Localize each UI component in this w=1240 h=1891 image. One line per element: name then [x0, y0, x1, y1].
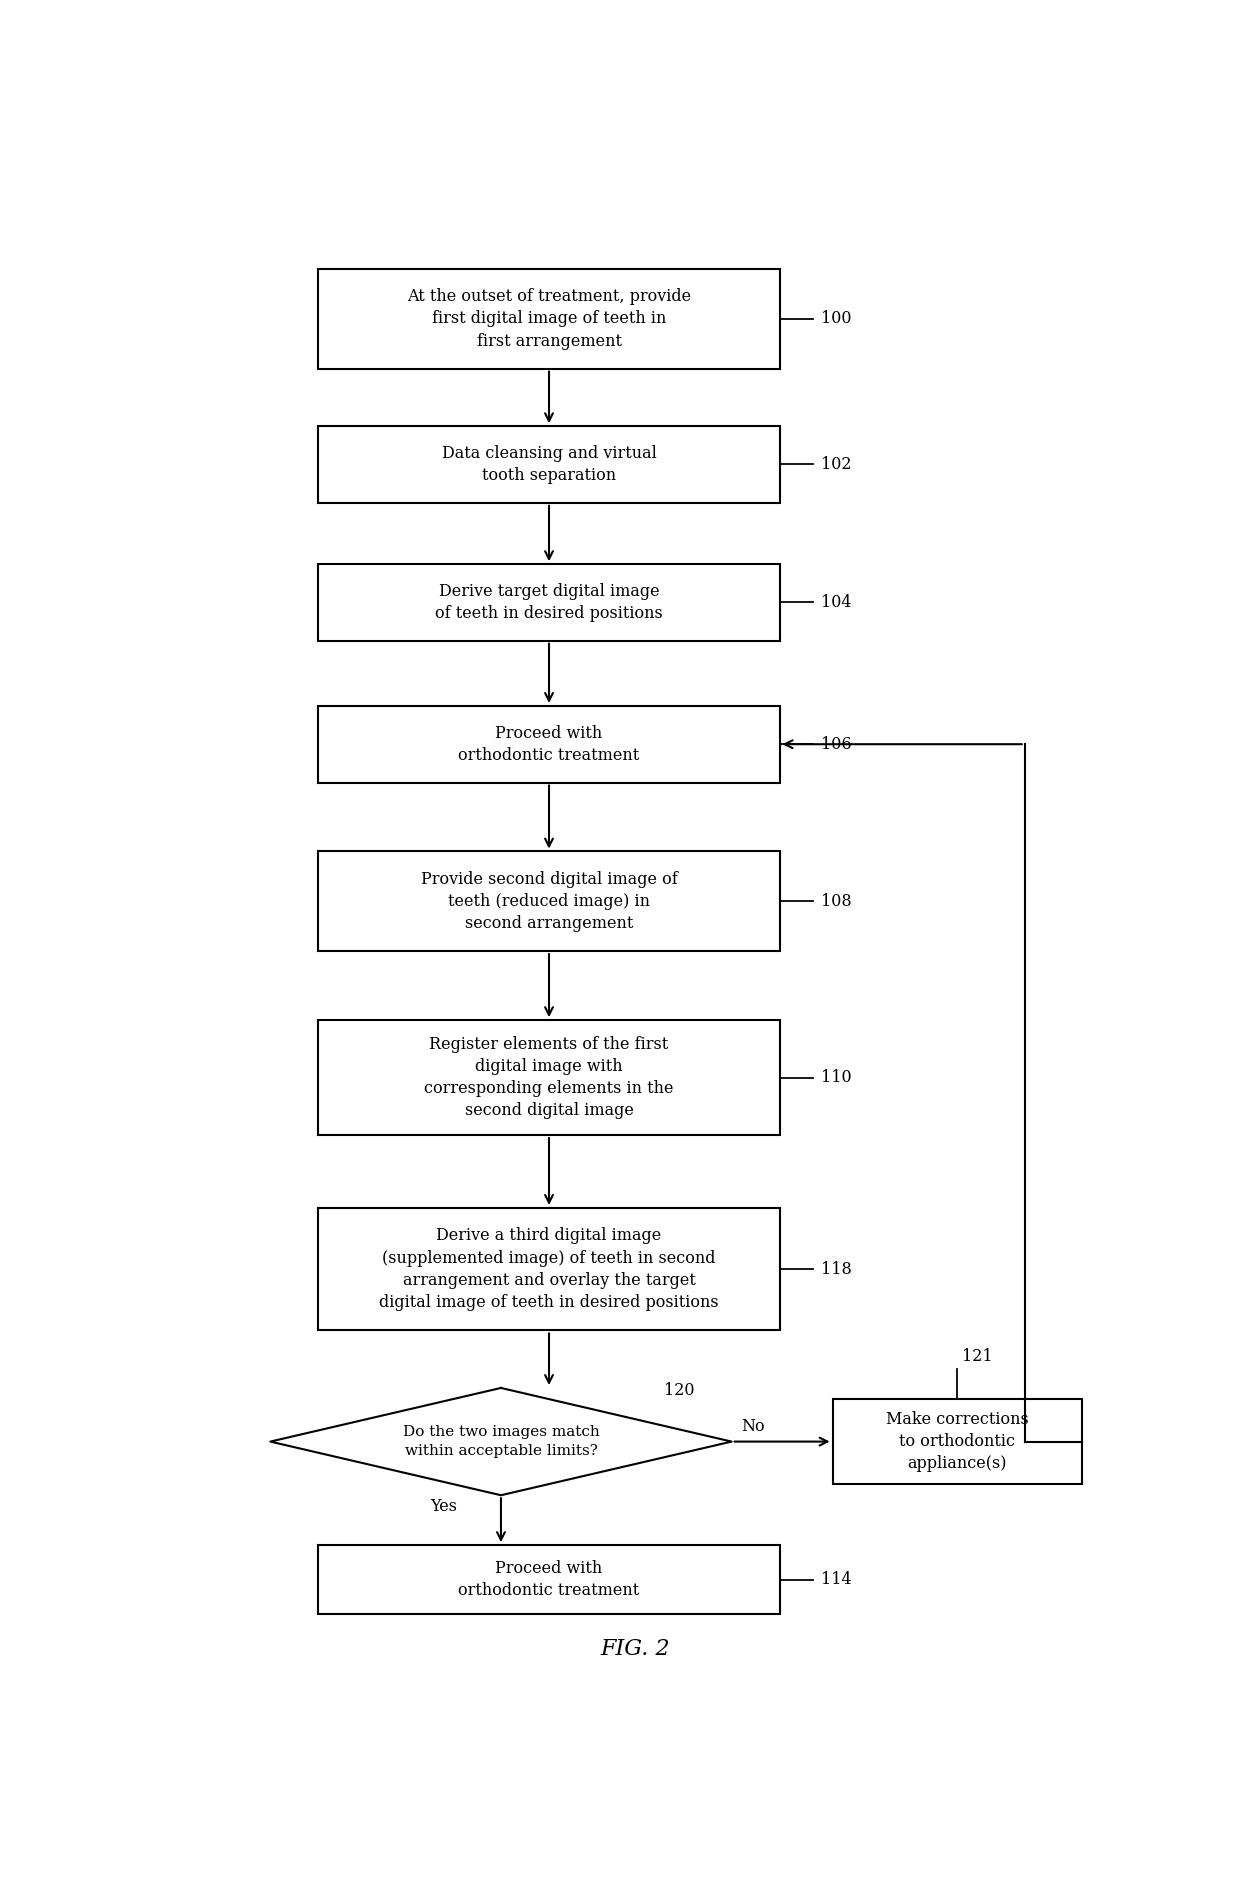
Text: Derive a third digital image
(supplemented image) of teeth in second
arrangement: Derive a third digital image (supplement… — [379, 1227, 719, 1310]
Text: Derive target digital image
of teeth in desired positions: Derive target digital image of teeth in … — [435, 582, 663, 622]
FancyBboxPatch shape — [319, 564, 780, 641]
Text: 110: 110 — [821, 1068, 852, 1085]
Text: 100: 100 — [821, 310, 852, 327]
Text: Proceed with
orthodontic treatment: Proceed with orthodontic treatment — [459, 724, 640, 764]
Text: 102: 102 — [821, 456, 852, 473]
FancyBboxPatch shape — [319, 1019, 780, 1135]
FancyBboxPatch shape — [319, 1545, 780, 1615]
Text: Register elements of the first
digital image with
corresponding elements in the
: Register elements of the first digital i… — [424, 1036, 673, 1119]
FancyBboxPatch shape — [319, 425, 780, 503]
Text: 120: 120 — [665, 1382, 694, 1399]
FancyBboxPatch shape — [319, 1208, 780, 1331]
Text: 106: 106 — [821, 736, 852, 753]
Text: Data cleansing and virtual
tooth separation: Data cleansing and virtual tooth separat… — [441, 444, 656, 484]
Text: 118: 118 — [821, 1261, 852, 1278]
FancyBboxPatch shape — [319, 851, 780, 951]
Text: 114: 114 — [821, 1571, 852, 1588]
FancyBboxPatch shape — [319, 269, 780, 369]
FancyBboxPatch shape — [319, 705, 780, 783]
Text: Make corrections
to orthodontic
appliance(s): Make corrections to orthodontic applianc… — [887, 1411, 1029, 1473]
Text: FIG. 2: FIG. 2 — [600, 1638, 671, 1660]
Text: 108: 108 — [821, 893, 852, 910]
Text: Yes: Yes — [430, 1498, 456, 1515]
Text: Proceed with
orthodontic treatment: Proceed with orthodontic treatment — [459, 1560, 640, 1600]
Text: 104: 104 — [821, 594, 852, 611]
Text: Do the two images match
within acceptable limits?: Do the two images match within acceptabl… — [403, 1426, 599, 1458]
Text: At the outset of treatment, provide
first digital image of teeth in
first arrang: At the outset of treatment, provide firs… — [407, 287, 691, 350]
Text: 121: 121 — [962, 1348, 993, 1365]
FancyBboxPatch shape — [832, 1399, 1083, 1484]
Text: Provide second digital image of
teeth (reduced image) in
second arrangement: Provide second digital image of teeth (r… — [420, 870, 677, 932]
Text: No: No — [742, 1418, 765, 1435]
